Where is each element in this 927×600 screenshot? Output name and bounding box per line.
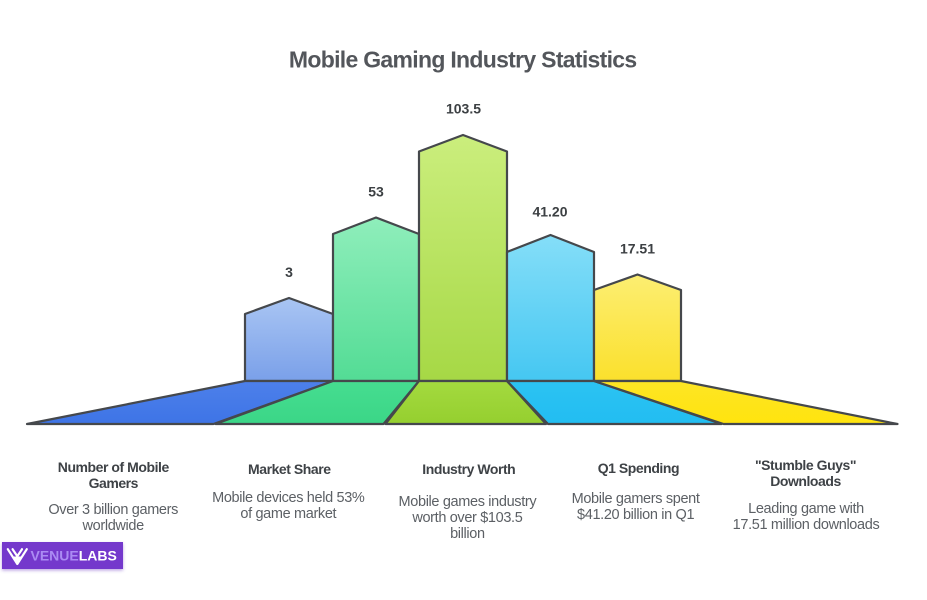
svg-text:41.20: 41.20 — [532, 204, 567, 220]
svg-text:53: 53 — [368, 184, 384, 200]
svg-text:103.5: 103.5 — [446, 101, 481, 117]
svg-text:VENUELABS: VENUELABS — [30, 547, 116, 563]
svg-text:Mobile Gaming Industry Statist: Mobile Gaming Industry Statistics — [289, 47, 637, 73]
svg-text:17.51: 17.51 — [620, 241, 655, 257]
svg-text:3: 3 — [285, 264, 293, 280]
